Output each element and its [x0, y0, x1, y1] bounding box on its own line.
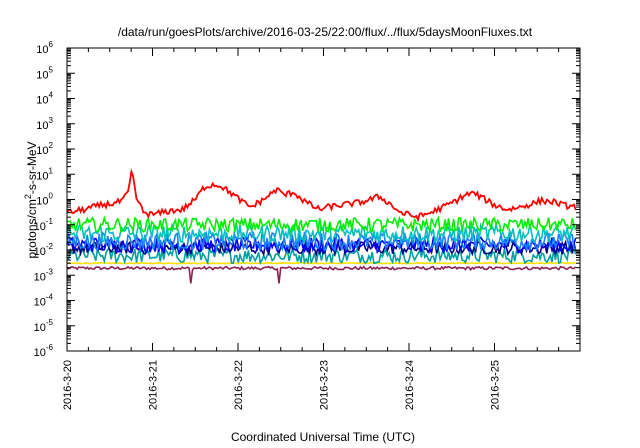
y-tick-label: 10-3	[34, 267, 54, 283]
y-axis: 10-6 10-5 10-4 10-3 10-2 10-1 100 101 102 103 104 1…	[34, 40, 580, 359]
series-line	[66, 265, 577, 284]
x-tick-label: 2016-3-25	[490, 360, 502, 410]
series-line	[66, 215, 577, 235]
y-tick-label: 10-2	[34, 242, 54, 258]
series-line	[66, 230, 577, 253]
y-tick-label: 10-5	[34, 318, 54, 334]
y-tick-label: 105	[36, 65, 53, 81]
y-tick-label: 106	[36, 40, 53, 56]
plot-frame	[66, 47, 581, 352]
y-tick-label: 102	[36, 141, 53, 157]
y-tick-label: 10-1	[34, 217, 54, 233]
x-axis: 2016-3-20 2016-3-21 2016-3-22 2016-3-23 2016…	[62, 48, 560, 410]
chart-title: /data/run/goesPlots/archive/2016-03-25/2…	[118, 25, 533, 39]
x-axis-label: Coordinated Universal Time (UTC)	[231, 430, 415, 444]
y-tick-label: 104	[36, 91, 53, 107]
y-axis-label: protons/cm2-s-sr-MeV	[23, 141, 39, 258]
y-tick-label: 10-6	[34, 343, 54, 359]
series-layer	[66, 168, 577, 284]
series-line	[66, 168, 577, 223]
y-tick-label: 10-4	[34, 293, 54, 309]
series-line	[66, 245, 577, 266]
x-tick-label: 2016-3-23	[319, 360, 331, 410]
series-line	[66, 261, 576, 265]
y-tick-label: 103	[36, 116, 53, 132]
x-tick-label: 2016-3-20	[62, 360, 74, 410]
x-tick-label: 2016-3-22	[233, 360, 245, 410]
x-tick-label: 2016-3-21	[148, 360, 160, 410]
y-tick-label: 100	[36, 192, 53, 208]
y-tick-label: 101	[36, 166, 53, 182]
x-tick-label: 2016-3-24	[404, 360, 416, 410]
